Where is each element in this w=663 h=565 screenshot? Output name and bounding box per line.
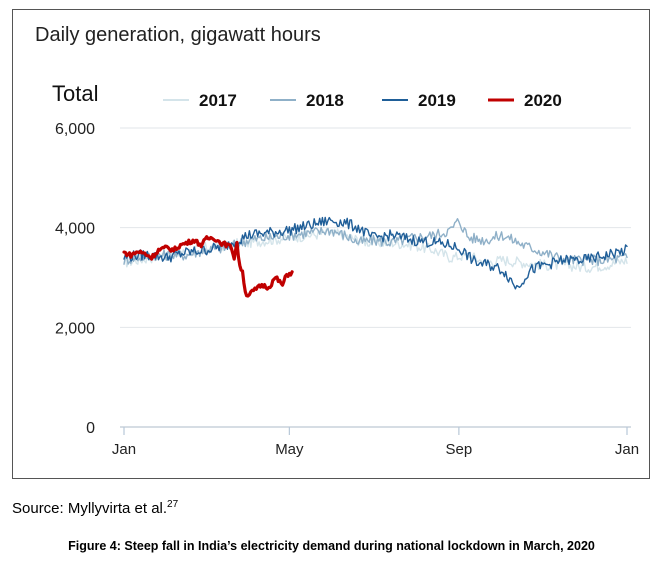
chart-title: Daily generation, gigawatt hours [35,24,321,46]
panel-label: Total [52,81,98,106]
source-note: Source: Myllyvirta et al.27 [12,499,178,517]
series-line-2019 [123,216,628,290]
legend-label-2017: 2017 [199,91,237,110]
y-tick-label: 4,000 [55,221,95,238]
x-tick-label: Sep [446,441,473,458]
x-tick-label: May [275,441,304,458]
series-line-2018 [123,218,628,267]
x-tick-label: Jan [615,441,639,458]
legend: 2017 2018 2019 2020 [163,91,562,110]
legend-label-2020: 2020 [524,91,562,110]
y-tick-label: 0 [86,420,95,437]
line-chart: Daily generation, gigawatt hours Total 2… [35,24,639,458]
series-lines [122,216,628,298]
y-tick-label: 2,000 [55,320,95,337]
chart-frame: Daily generation, gigawatt hours Total 2… [12,9,650,479]
grid: 6,000 4,000 2,000 0 [55,121,631,437]
series-line-2020 [122,235,294,298]
legend-label-2018: 2018 [306,91,344,110]
axes: Jan May Sep Jan [112,427,639,458]
legend-label-2019: 2019 [418,91,456,110]
y-tick-label: 6,000 [55,121,95,138]
source-ref: 27 [167,499,179,510]
series-line-2017 [123,227,628,274]
figure-caption: Figure 4: Steep fall in India’s electric… [68,539,595,553]
source-label: Source: Myllyvirta et al. [12,500,168,517]
x-tick-label: Jan [112,441,136,458]
